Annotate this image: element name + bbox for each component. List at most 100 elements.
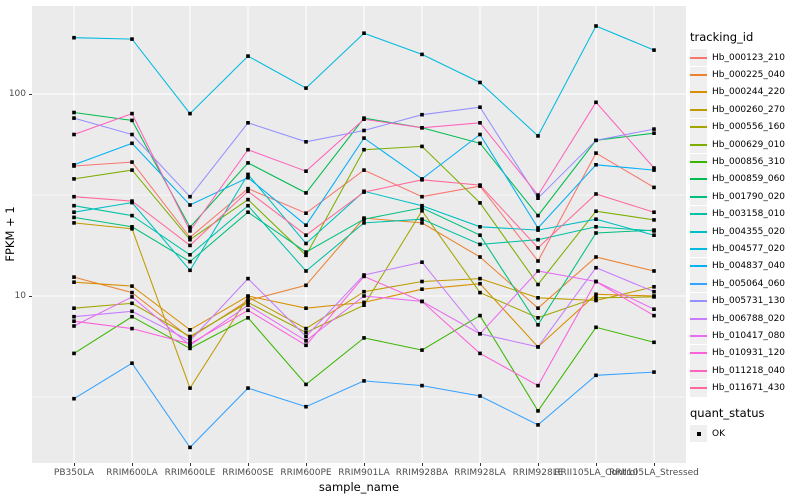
data-point	[130, 225, 134, 229]
legend-row: Hb_004837_040	[690, 257, 800, 275]
y-tick-mark	[29, 296, 32, 297]
data-point	[130, 301, 134, 306]
data-point	[362, 274, 366, 279]
x-tick-label-RRIM600PE: RRIM600PE	[280, 468, 332, 478]
data-point	[188, 346, 192, 351]
data-point	[246, 316, 250, 320]
data-point	[594, 192, 598, 196]
data-point	[304, 191, 308, 195]
data-point	[246, 298, 250, 303]
legend-label: Hb_005064_060	[712, 278, 786, 289]
data-point	[478, 242, 482, 247]
data-point	[188, 342, 192, 346]
data-point	[130, 37, 134, 41]
legend-color-line-icon	[690, 282, 707, 285]
data-point	[246, 276, 250, 281]
legend-color-line-icon	[690, 74, 707, 77]
data-point	[246, 210, 250, 214]
data-point	[594, 100, 598, 105]
legend-key	[690, 344, 707, 362]
data-point	[130, 111, 134, 116]
data-point	[478, 141, 482, 146]
x-tick-label-RRIM600LA: RRIM600LA	[106, 468, 158, 478]
legend-shape-title: quant_status	[690, 405, 765, 420]
data-point	[594, 24, 598, 28]
legend-row: Hb_003158_010	[690, 205, 800, 223]
legend-label: Hb_000859_060	[712, 174, 786, 185]
data-point	[188, 111, 192, 116]
legend-row: Hb_000556_160	[690, 118, 800, 136]
data-point	[72, 177, 76, 181]
data-point	[246, 386, 250, 390]
legend-row: Hb_000225_040	[690, 66, 800, 84]
plot-canvas	[32, 6, 686, 463]
data-point	[362, 336, 366, 340]
data-point	[130, 141, 134, 146]
legend-label: Hb_000629_010	[712, 139, 786, 150]
data-point	[420, 260, 424, 264]
x-tick-mark	[422, 463, 423, 466]
legend-key	[690, 379, 707, 397]
data-point	[72, 396, 76, 401]
data-point	[304, 250, 308, 254]
data-point	[420, 383, 424, 388]
data-point	[652, 48, 656, 52]
y-tick-label-100: 100	[8, 89, 26, 99]
data-point	[72, 319, 76, 323]
legend-color-line-icon	[690, 213, 707, 216]
legend-color-line-icon	[690, 161, 707, 164]
data-point	[362, 168, 366, 172]
data-point	[304, 343, 308, 348]
legend-color-items: Hb_000123_210 Hb_000225_040 Hb_000244_220 H…	[690, 49, 800, 397]
data-point	[594, 292, 598, 297]
legend-shape-block: quant_status OK	[690, 406, 800, 442]
legend-key	[690, 240, 707, 258]
data-point	[362, 147, 366, 152]
legend-label: Hb_003158_010	[712, 209, 786, 220]
legend-key	[690, 275, 707, 293]
data-point	[304, 169, 308, 173]
data-point	[188, 386, 192, 390]
data-point	[246, 308, 250, 313]
data-point	[304, 233, 308, 237]
data-point	[188, 259, 192, 264]
x-tick-mark	[74, 463, 75, 466]
data-point	[246, 186, 250, 191]
data-point	[246, 161, 250, 165]
data-point	[478, 80, 482, 85]
data-point	[72, 163, 76, 167]
data-point	[362, 379, 366, 383]
data-point	[594, 209, 598, 213]
data-point	[536, 282, 540, 287]
data-point	[72, 324, 76, 328]
legend-label: Hb_000244_220	[712, 87, 786, 98]
legend-row: Hb_004577_020	[690, 240, 800, 258]
legend-key	[690, 118, 707, 136]
legend-color-line-icon	[690, 265, 707, 268]
legend-row: Hb_004355_020	[690, 223, 800, 241]
data-point	[594, 296, 598, 300]
data-point	[188, 328, 192, 332]
data-point	[246, 197, 250, 202]
data-point	[72, 210, 76, 214]
legend-key	[690, 66, 707, 84]
data-point	[304, 404, 308, 409]
data-point	[72, 35, 76, 40]
data-point	[536, 226, 540, 230]
x-tick-label-RRII105LA_Stressed: RRII105LA_Stressed	[609, 468, 699, 478]
x-tick-mark	[132, 463, 133, 466]
data-point	[72, 194, 76, 199]
legend-row: Hb_000244_220	[690, 83, 800, 101]
data-point	[536, 306, 540, 310]
legend-color-line-icon	[690, 387, 707, 390]
data-point	[594, 217, 598, 221]
x-tick-mark	[596, 463, 597, 466]
data-point	[188, 194, 192, 199]
legend-label: Hb_004577_020	[712, 243, 786, 254]
data-point	[478, 351, 482, 356]
x-tick-mark	[306, 463, 307, 466]
data-point	[304, 253, 308, 258]
x-tick-label-RRIM600SE: RRIM600SE	[222, 468, 274, 478]
data-point	[130, 227, 134, 231]
data-point	[652, 210, 656, 214]
